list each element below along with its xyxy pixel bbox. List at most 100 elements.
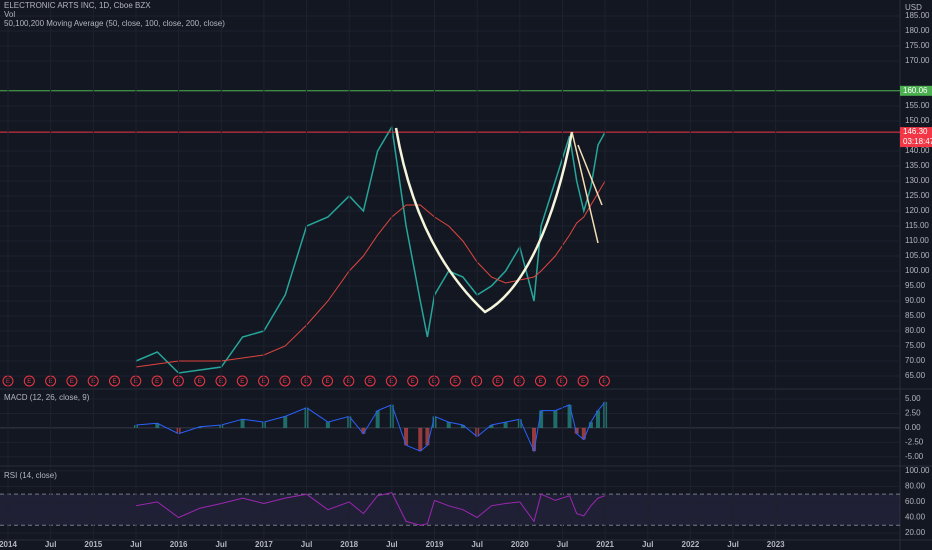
earnings-marker <box>449 375 461 387</box>
y-tick-label: 5.00 <box>905 394 921 403</box>
macd-title: MACD (12, 26, close, 9) <box>4 393 90 402</box>
earnings-label: E <box>27 379 31 385</box>
series-line <box>135 124 606 374</box>
countdown: 03:18:47 <box>903 137 932 146</box>
macd-histogram <box>553 410 558 428</box>
y-tick-label: 85.00 <box>905 311 926 320</box>
x-tick-label: 2017 <box>255 540 273 549</box>
earnings-label: E <box>368 379 372 385</box>
macd-histogram <box>446 422 451 428</box>
macd-histogram <box>588 422 593 428</box>
price-level-tag <box>900 127 932 148</box>
x-tick-label: Jul <box>301 540 313 549</box>
earnings-label: E <box>475 379 479 385</box>
macd-histogram <box>460 425 465 428</box>
x-tick-label: Jul <box>45 540 57 549</box>
macd-histogram <box>581 427 586 440</box>
macd-histogram <box>418 427 423 452</box>
series-line <box>135 492 606 526</box>
earnings-marker <box>471 375 483 387</box>
earnings-marker <box>236 375 248 387</box>
earnings-marker <box>23 375 35 387</box>
earnings-label: E <box>240 379 244 385</box>
earnings-label: E <box>560 379 564 385</box>
y-tick-label: 170.00 <box>905 56 930 65</box>
earnings-marker <box>279 375 291 387</box>
x-tick-label: 2022 <box>682 540 700 549</box>
x-tick-label: Jul <box>130 540 142 549</box>
earnings-label: E <box>325 379 329 385</box>
y-tick-label: 185.00 <box>905 11 930 20</box>
volume-label: Vol <box>4 10 15 19</box>
macd-histogram <box>574 427 579 434</box>
y-tick-label: 150.00 <box>905 116 930 125</box>
earnings-label: E <box>581 379 585 385</box>
x-tick-label: 2021 <box>596 540 614 549</box>
macd-histogram <box>503 422 508 428</box>
y-tick-label: 140.00 <box>905 146 930 155</box>
earnings-marker <box>364 375 376 387</box>
ma-legend: 50,100,200 Moving Average (50, close, 10… <box>4 19 225 28</box>
y-tick-label: 80.00 <box>905 482 926 491</box>
earnings-marker <box>407 375 419 387</box>
y-tick-label: 80.00 <box>905 326 926 335</box>
earnings-marker <box>513 375 525 387</box>
earnings-marker <box>535 375 546 387</box>
cup-drawing <box>394 127 574 314</box>
x-tick-label: Jul <box>727 540 739 549</box>
earnings-label: E <box>411 379 415 385</box>
earnings-label: E <box>112 379 116 385</box>
y-tick-label: -2.50 <box>905 438 924 447</box>
y-tick-label: 100.00 <box>905 466 930 475</box>
macd-histogram <box>240 419 245 428</box>
y-tick-label: 135.00 <box>905 161 930 170</box>
earnings-label: E <box>155 379 159 385</box>
y-tick-label: 130.00 <box>905 176 930 185</box>
series-line <box>135 401 606 453</box>
earnings-marker <box>194 375 206 387</box>
macd-histogram <box>197 426 202 428</box>
y-tick-label: 175.00 <box>905 41 930 50</box>
y-tick-label: 75.00 <box>905 341 926 350</box>
macd-histogram <box>375 410 380 428</box>
y-tick-label: 40.00 <box>905 513 926 522</box>
earnings-label: E <box>496 379 500 385</box>
earnings-marker <box>151 375 163 387</box>
earnings-label: E <box>283 379 287 385</box>
handle-drawing <box>571 131 603 244</box>
x-tick-label: 2016 <box>170 540 188 549</box>
macd-histogram <box>425 427 430 446</box>
y-tick-label: 20.00 <box>905 528 926 537</box>
y-tick-label: 70.00 <box>905 356 926 365</box>
y-tick-label: 65.00 <box>905 371 926 380</box>
y-tick-label: 100.00 <box>905 266 930 275</box>
y-tick-label: 60.00 <box>905 497 926 506</box>
y-tick-label: 120.00 <box>905 206 930 215</box>
x-tick-label: 2018 <box>340 540 358 549</box>
y-tick-label: 115.00 <box>905 221 929 230</box>
symbol-title: ELECTRONIC ARTS INC, 1D, Cboe BZX <box>4 1 151 10</box>
x-tick-label: Jul <box>557 540 569 549</box>
x-tick-label: 2020 <box>511 540 529 549</box>
x-tick-label: Jul <box>642 540 654 549</box>
price-level-label: 160.06 <box>903 86 928 95</box>
earnings-marker <box>577 375 589 387</box>
earnings-marker <box>598 375 610 387</box>
macd-histogram <box>325 422 330 428</box>
earnings-marker <box>109 375 120 387</box>
x-tick-label: 2014 <box>0 540 17 549</box>
y-tick-label: -5.00 <box>905 452 924 461</box>
x-tick-label: 2023 <box>767 540 785 549</box>
y-tick-label: 105.00 <box>905 251 930 260</box>
macd-histogram <box>532 427 537 452</box>
macd-histogram <box>361 427 366 434</box>
earnings-label: E <box>602 379 606 385</box>
x-tick-label: 2019 <box>426 540 444 549</box>
earnings-label: E <box>453 379 457 385</box>
macd-histogram <box>539 410 544 428</box>
y-tick-label: 155.00 <box>905 101 930 110</box>
macd-histogram <box>404 427 409 446</box>
rsi-title: RSI (14, close) <box>4 471 57 480</box>
